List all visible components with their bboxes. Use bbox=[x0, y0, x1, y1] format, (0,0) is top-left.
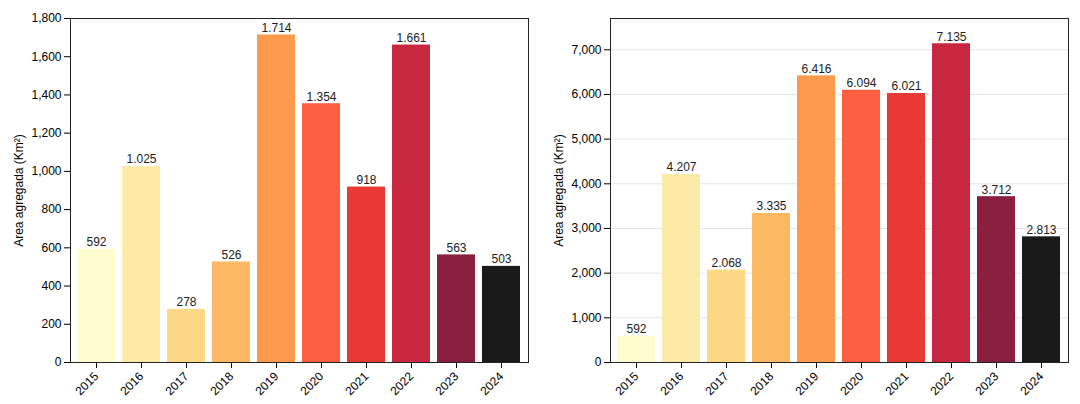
svg-text:2022: 2022 bbox=[388, 369, 417, 398]
svg-text:400: 400 bbox=[41, 279, 61, 293]
svg-text:2,000: 2,000 bbox=[571, 266, 601, 280]
svg-text:0: 0 bbox=[595, 355, 602, 369]
svg-text:1,000: 1,000 bbox=[571, 311, 601, 325]
svg-text:278: 278 bbox=[176, 295, 196, 309]
svg-text:2016: 2016 bbox=[118, 369, 147, 398]
svg-text:918: 918 bbox=[356, 173, 376, 187]
svg-text:1.354: 1.354 bbox=[306, 90, 336, 104]
svg-text:4.207: 4.207 bbox=[666, 160, 696, 174]
svg-text:2024: 2024 bbox=[478, 369, 507, 398]
svg-text:2019: 2019 bbox=[253, 369, 282, 398]
svg-text:1,400: 1,400 bbox=[31, 88, 61, 102]
svg-text:2021: 2021 bbox=[343, 369, 372, 398]
svg-text:3.335: 3.335 bbox=[756, 199, 786, 213]
svg-text:2021: 2021 bbox=[883, 369, 912, 398]
svg-text:3,000: 3,000 bbox=[571, 221, 601, 235]
svg-text:2023: 2023 bbox=[973, 369, 1002, 398]
svg-text:600: 600 bbox=[41, 241, 61, 255]
svg-text:2020: 2020 bbox=[298, 369, 327, 398]
svg-text:6.416: 6.416 bbox=[801, 62, 831, 76]
svg-text:2018: 2018 bbox=[748, 369, 777, 398]
svg-text:526: 526 bbox=[221, 248, 241, 262]
svg-text:2018: 2018 bbox=[208, 369, 237, 398]
svg-text:1.661: 1.661 bbox=[396, 31, 426, 45]
svg-text:2017: 2017 bbox=[703, 369, 732, 398]
svg-text:592: 592 bbox=[626, 322, 646, 336]
svg-text:1,000: 1,000 bbox=[31, 164, 61, 178]
svg-text:503: 503 bbox=[491, 252, 511, 266]
svg-text:2022: 2022 bbox=[928, 369, 957, 398]
svg-text:7,000: 7,000 bbox=[571, 43, 601, 57]
svg-text:0: 0 bbox=[55, 355, 62, 369]
svg-text:2019: 2019 bbox=[793, 369, 822, 398]
svg-text:1,200: 1,200 bbox=[31, 126, 61, 140]
svg-text:2020: 2020 bbox=[838, 369, 867, 398]
svg-text:Area agregada (Km²): Area agregada (Km²) bbox=[552, 134, 566, 247]
svg-text:6.021: 6.021 bbox=[891, 79, 921, 93]
svg-text:2024: 2024 bbox=[1018, 369, 1047, 398]
svg-text:6,000: 6,000 bbox=[571, 87, 601, 101]
svg-text:800: 800 bbox=[41, 202, 61, 216]
svg-text:6.094: 6.094 bbox=[846, 76, 876, 90]
svg-text:200: 200 bbox=[41, 317, 61, 331]
svg-text:7.135: 7.135 bbox=[936, 30, 966, 44]
svg-text:563: 563 bbox=[446, 241, 466, 255]
svg-text:592: 592 bbox=[86, 235, 106, 249]
svg-text:2.813: 2.813 bbox=[1026, 223, 1056, 237]
svg-text:3.712: 3.712 bbox=[981, 183, 1011, 197]
svg-text:2.068: 2.068 bbox=[711, 256, 741, 270]
svg-text:2015: 2015 bbox=[73, 369, 102, 398]
svg-text:2017: 2017 bbox=[163, 369, 192, 398]
svg-text:Area agregada (Km²): Area agregada (Km²) bbox=[12, 134, 26, 247]
svg-text:1,600: 1,600 bbox=[31, 50, 61, 64]
svg-text:2016: 2016 bbox=[658, 369, 687, 398]
svg-text:4,000: 4,000 bbox=[571, 177, 601, 191]
svg-text:1,800: 1,800 bbox=[31, 11, 61, 25]
svg-text:2023: 2023 bbox=[433, 369, 462, 398]
svg-text:1.714: 1.714 bbox=[261, 21, 291, 35]
svg-text:1.025: 1.025 bbox=[126, 152, 156, 166]
svg-text:2015: 2015 bbox=[613, 369, 642, 398]
svg-text:5,000: 5,000 bbox=[571, 132, 601, 146]
